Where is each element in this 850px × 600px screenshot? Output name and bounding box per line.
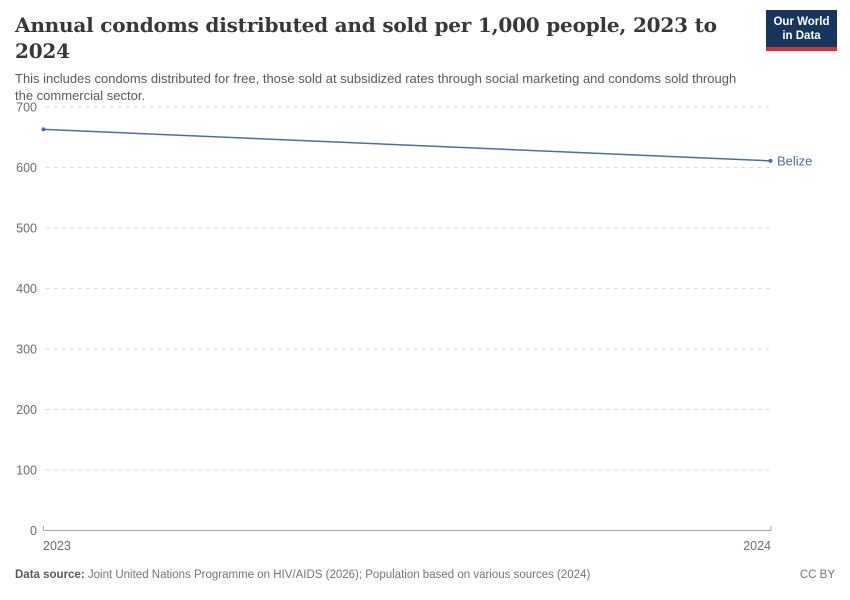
y-tick-label-100: 100 [16,464,37,478]
chart-header: Annual condoms distributed and sold per … [15,12,760,104]
owid-logo-line2: in Data [782,30,821,42]
chart-title: Annual condoms distributed and sold per … [15,13,717,63]
x-tick-label-end: 2024 [743,539,771,553]
owid-logo-text: Our World in Data [766,10,837,47]
series-point-belize-2024[interactable] [768,158,773,163]
y-tick-label-400: 400 [16,282,37,296]
owid-logo[interactable]: Our World in Data [766,10,837,51]
data-source-line: Data source: Joint United Nations Progra… [15,569,590,581]
series-point-belize-2023[interactable] [41,127,46,132]
data-source-label: Data source: [15,569,85,581]
y-tick-label-0: 0 [30,524,37,538]
data-source-text: Joint United Nations Programme on HIV/AI… [84,569,591,581]
chart-subtitle: This includes condoms distributed for fr… [15,71,737,103]
y-tick-label-200: 200 [16,403,37,417]
y-tick-label-700: 700 [16,101,37,115]
y-tick-label-600: 600 [16,161,37,175]
license-link[interactable]: CC BY [799,569,835,581]
x-tick-label-start: 2023 [43,539,71,553]
owid-logo-line1: Our World [773,16,830,28]
chart-footer: Data source: Joint United Nations Progra… [15,569,835,581]
series-label-belize[interactable]: Belize [777,153,812,168]
y-tick-label-500: 500 [16,222,37,236]
series-line-belize[interactable] [43,128,771,162]
owid-logo-red-strip [766,47,837,51]
y-tick-label-300: 300 [16,343,37,357]
